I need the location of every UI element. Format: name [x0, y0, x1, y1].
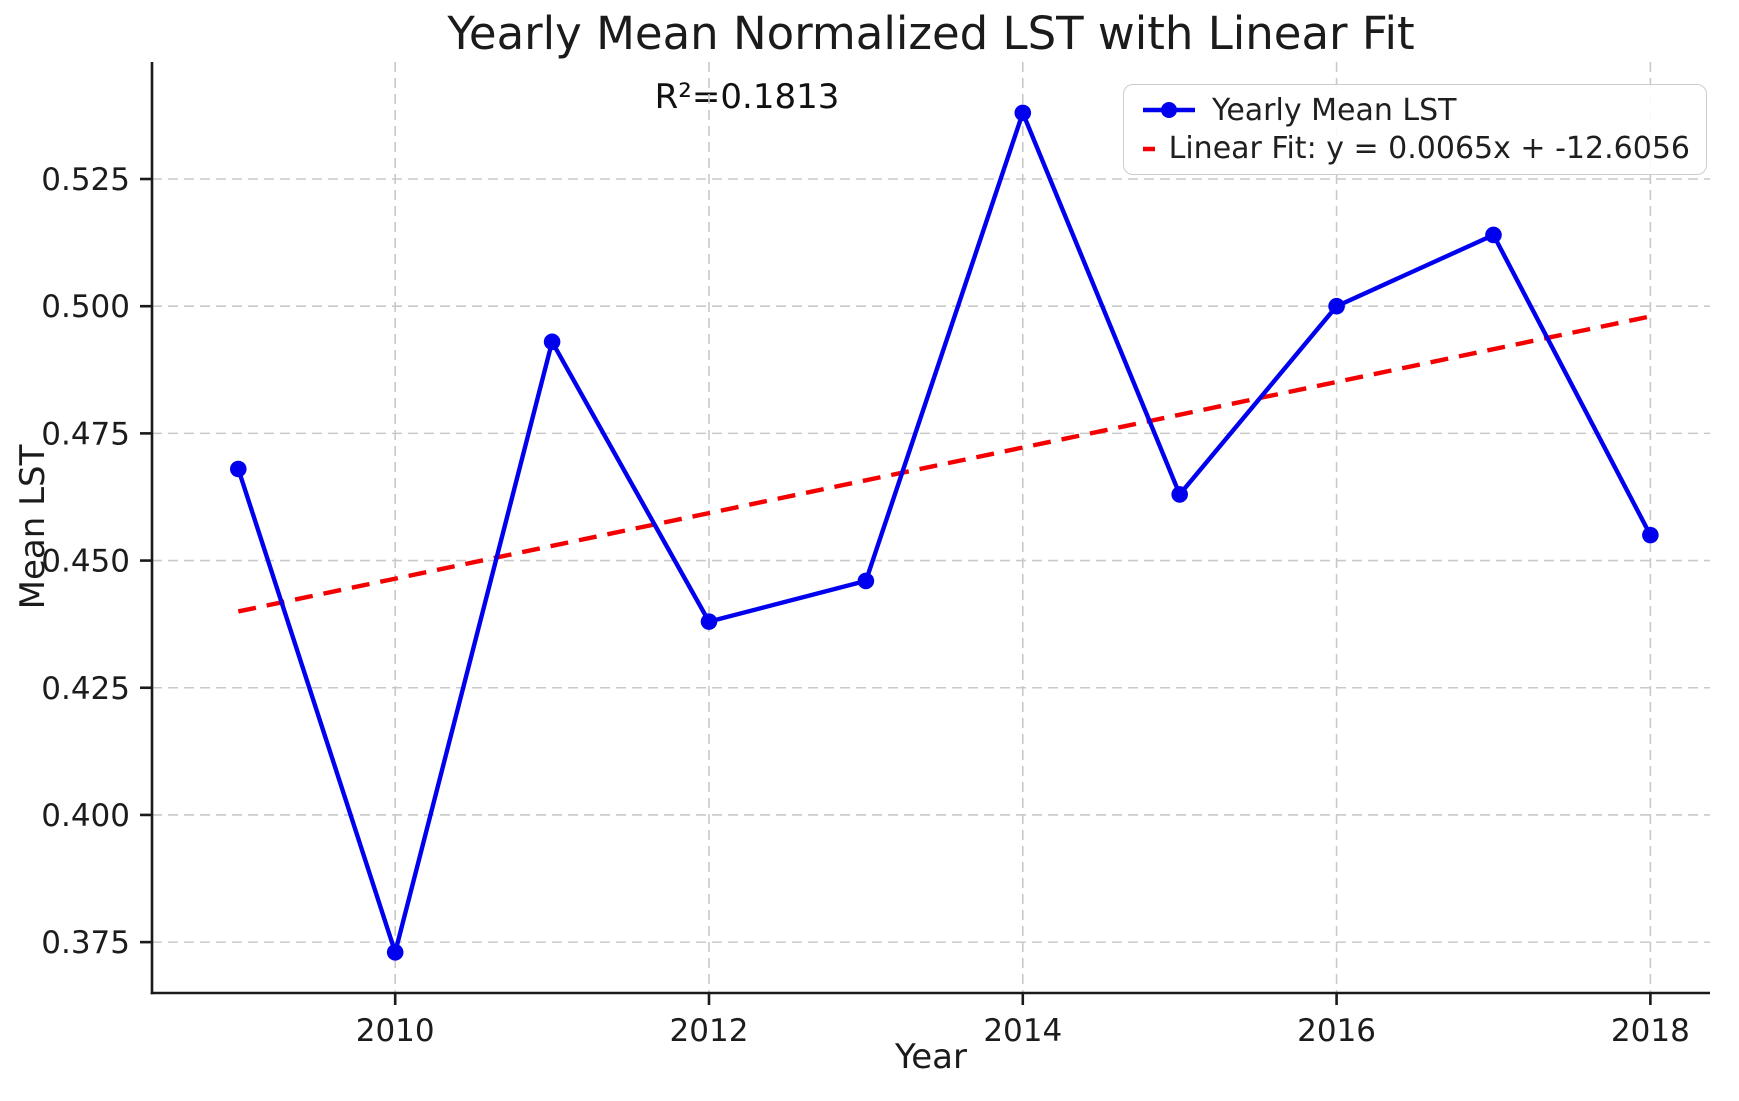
data-point-marker: [386, 944, 404, 961]
x-tick-label: 2018: [1611, 1013, 1690, 1049]
linear-fit-line: [237, 314, 1651, 614]
legend-item-linear-fit: Linear Fit: y = 0.0065x + -12.6056: [1140, 131, 1690, 166]
y-tick-label: 0.425: [41, 671, 130, 707]
legend-dashed-line-sample: [1143, 146, 1155, 151]
yearly-mean-lst-line: [236, 110, 1653, 955]
x-tick-label: 2016: [1297, 1013, 1376, 1049]
x-tick-label: 2010: [356, 1013, 435, 1049]
y-tick-label: 0.450: [41, 544, 130, 580]
data-point-marker: [1485, 226, 1502, 244]
data-point-marker: [229, 460, 247, 478]
legend-item-yearly-mean-lst: Yearly Mean LST: [1140, 93, 1690, 128]
y-tick-label: 0.525: [41, 162, 130, 198]
y-tick-label: 0.500: [41, 289, 130, 325]
x-tick-label: 2012: [670, 1013, 749, 1049]
x-tick-label: 2014: [983, 1013, 1062, 1049]
data-point-marker: [857, 572, 875, 590]
y-tick-label: 0.400: [41, 798, 130, 834]
data-point-marker: [1642, 526, 1659, 544]
data-point-marker: [700, 613, 718, 630]
legend-line-marker-sample: [1143, 102, 1195, 119]
chart-title: Yearly Mean Normalized LST with Linear F…: [447, 7, 1415, 60]
legend: Yearly Mean LST Linear Fit: y = 0.0065x …: [1123, 84, 1707, 175]
legend-marker-sample-dot: [1161, 102, 1177, 119]
legend-label-linear-fit: Linear Fit: y = 0.0065x + -12.6056: [1168, 131, 1690, 167]
r-squared-annotation: R²=0.1813: [654, 77, 840, 117]
data-point-marker: [1171, 486, 1188, 503]
data-point-marker: [543, 333, 561, 351]
data-point-marker: [1014, 104, 1032, 122]
x-axis-label: Year: [895, 1037, 967, 1077]
y-tick-label: 0.475: [41, 416, 130, 452]
data-point-marker: [1328, 297, 1345, 315]
legend-label-yearly-mean-lst: Yearly Mean LST: [1212, 92, 1457, 128]
y-tick-label: 0.375: [41, 925, 130, 961]
